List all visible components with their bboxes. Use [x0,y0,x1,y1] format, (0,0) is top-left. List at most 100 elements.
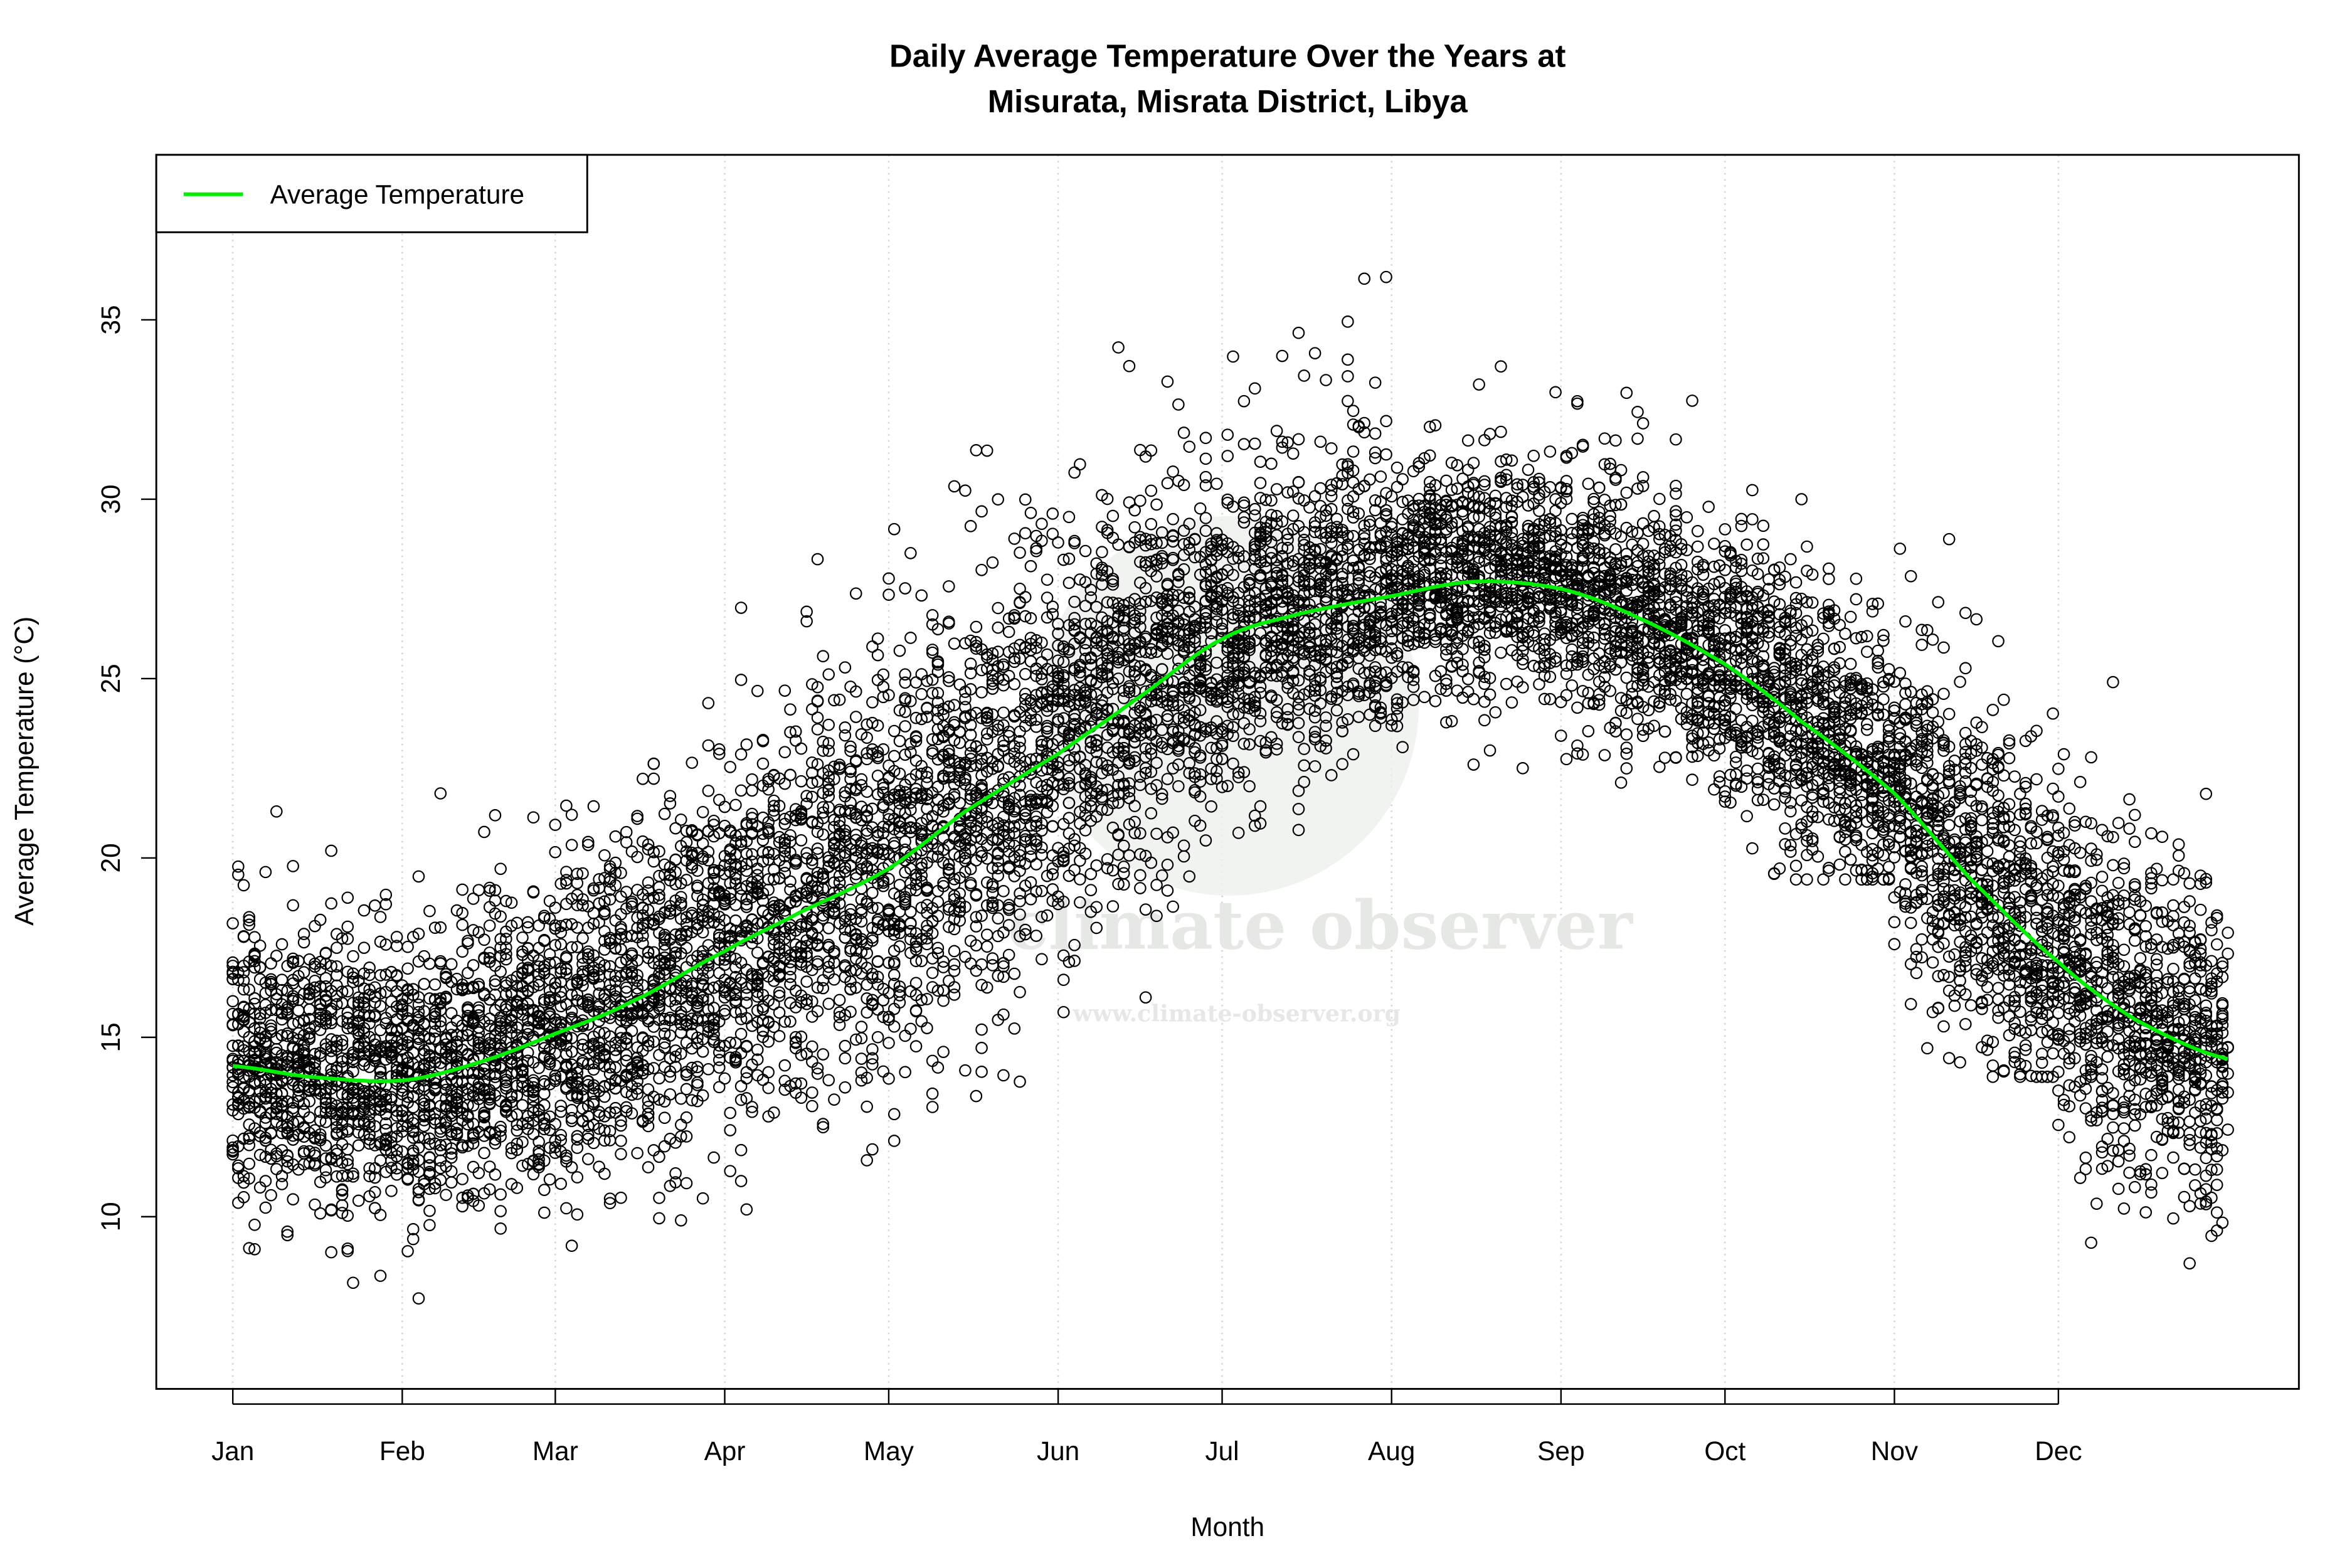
data-point [964,957,977,970]
data-point [642,1035,655,1047]
data-point [724,1124,736,1136]
data-point [691,1079,704,1091]
data-point [1823,862,1835,874]
data-point [887,522,901,536]
data-point [445,1176,458,1189]
data-point [899,1029,911,1042]
data-point [658,1111,671,1124]
data-point [2047,707,2059,720]
data-point [926,967,939,979]
data-point [325,844,337,857]
data-point [1614,776,1628,789]
chart-title-line2: Misurata, Misrata District, Libya [988,83,1468,119]
data-point [445,1007,458,1020]
data-point [653,1049,665,1061]
watermark-name: climate observer [1008,887,1634,965]
data-point [861,978,873,991]
data-point [1167,900,1179,913]
data-point [1369,452,1382,465]
data-point [232,868,245,881]
data-point [1549,386,1562,399]
data-point [2210,1206,2223,1219]
data-point [232,860,245,873]
data-point [1342,353,1354,366]
data-point [270,805,283,818]
data-point [1199,432,1212,445]
data-point [374,1024,387,1037]
data-point [423,1219,436,1232]
data-point [707,1151,720,1164]
data-point [1784,845,1797,858]
data-point [1948,999,1961,1012]
data-point [1391,461,1404,474]
data-point [374,911,387,923]
data-point [565,839,578,852]
data-point [2030,773,2043,786]
data-point [997,1069,1010,1082]
data-point [1298,369,1310,382]
data-point [1161,375,1174,388]
data-point [762,1081,775,1094]
data-point [1429,695,1442,707]
data-point [1019,667,1032,681]
data-point [472,884,485,896]
data-point [975,1066,988,1078]
data-point [1199,660,1212,672]
data-point [1046,600,1059,613]
data-point [756,834,770,847]
data-point [2128,934,2141,947]
data-point [1057,973,1070,986]
data-point [734,748,748,761]
data-point [1270,483,1283,495]
data-point [1592,481,1606,494]
data-point [839,721,852,734]
data-point [1057,553,1070,566]
data-point [1478,696,1491,708]
data-point [1062,576,1076,590]
data-point [1631,432,1644,445]
data-point [1134,494,1147,507]
data-point [855,1052,868,1065]
data-point [2123,1142,2136,1155]
data-point [1964,999,1978,1012]
data-point [2112,1182,2125,1195]
data-point [773,1030,786,1042]
data-point [1090,859,1103,872]
data-point [653,1072,665,1085]
data-point [822,922,835,935]
data-point [1249,437,1261,450]
data-point [1554,729,1567,742]
data-point [1396,741,1409,753]
data-point [1670,487,1682,500]
data-point [899,720,911,733]
data-point [861,1154,873,1167]
data-point [1254,800,1267,813]
data-point [975,909,988,922]
data-point [1057,1005,1070,1019]
data-point [483,919,496,932]
data-point [1161,773,1174,785]
data-point [696,1045,709,1058]
data-point [1052,536,1064,549]
data-point [855,1074,868,1087]
data-point [1686,395,1698,407]
data-point [975,505,988,518]
data-point [2123,1166,2136,1179]
data-point [1008,677,1021,691]
data-point [1002,625,1015,638]
data-point [565,1111,578,1125]
data-point [2183,877,2196,890]
data-point [1161,477,1174,490]
data-point [1467,457,1480,469]
data-point [434,787,447,800]
data-point [1844,853,1857,866]
data-point [2200,999,2213,1012]
data-point [800,975,813,988]
data-point [1461,434,1475,447]
data-point [839,661,852,674]
data-point [2123,793,2136,806]
data-point [1598,432,1611,445]
data-point [1801,873,1813,886]
data-point [806,1040,818,1053]
data-point [1483,688,1496,701]
